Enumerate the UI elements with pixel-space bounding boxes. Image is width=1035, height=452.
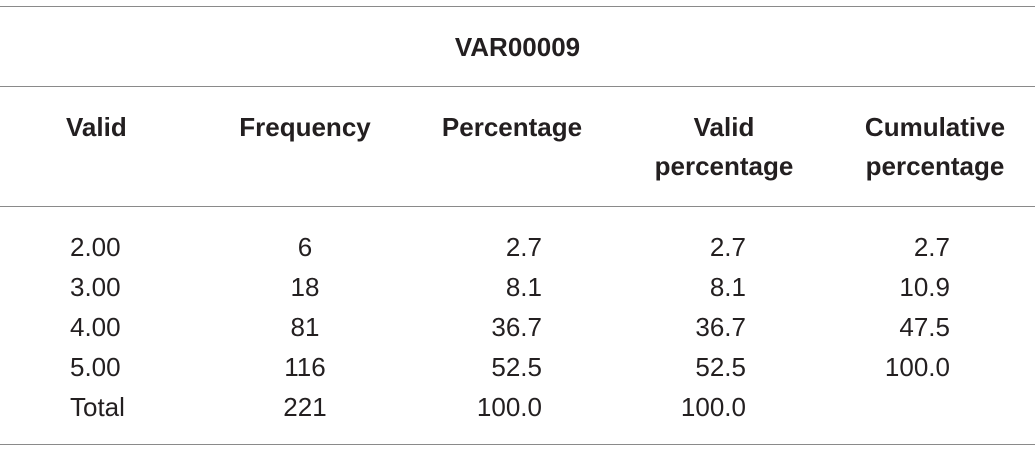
table-cell: 81 [290,312,320,342]
table-cell: 36.7 [695,312,746,342]
column-header: Valid [66,112,127,142]
column-header: Frequency [239,112,371,142]
table-cell: 4.00 [70,312,121,342]
table-cell: 8.1 [709,272,746,302]
table-cell: 8.1 [505,272,542,302]
table-title: VAR00009 [454,32,581,62]
table-cell: 100.0 [884,352,950,382]
table-cell: Total [70,392,125,422]
table-cell: 100.0 [680,392,746,422]
column-header: Valid percentage [654,112,794,181]
header-rule [0,206,1035,207]
table-cell: 18 [290,272,320,302]
table-cell: 221 [283,392,327,422]
table-cell: 100.0 [476,392,542,422]
table-cell: 52.5 [695,352,746,382]
table-cell: 116 [284,352,326,382]
table-cell: 2.7 [709,232,746,262]
column-header: Cumulative percentage [864,112,1006,181]
table-cell: 36.7 [491,312,542,342]
bottom-rule [0,444,1035,445]
table-cell: 5.00 [70,352,121,382]
table-cell: 2.00 [70,232,121,262]
column-header: Percentage [441,112,583,142]
table-cell: 6 [297,232,313,262]
table-cell: 47.5 [899,312,950,342]
table-cell: 3.00 [70,272,121,302]
table-cell: 52.5 [491,352,542,382]
table-cell: 10.9 [899,272,950,302]
title-rule [0,86,1035,87]
top-rule [0,6,1035,7]
table-cell: 2.7 [505,232,542,262]
table-cell: 2.7 [913,232,950,262]
